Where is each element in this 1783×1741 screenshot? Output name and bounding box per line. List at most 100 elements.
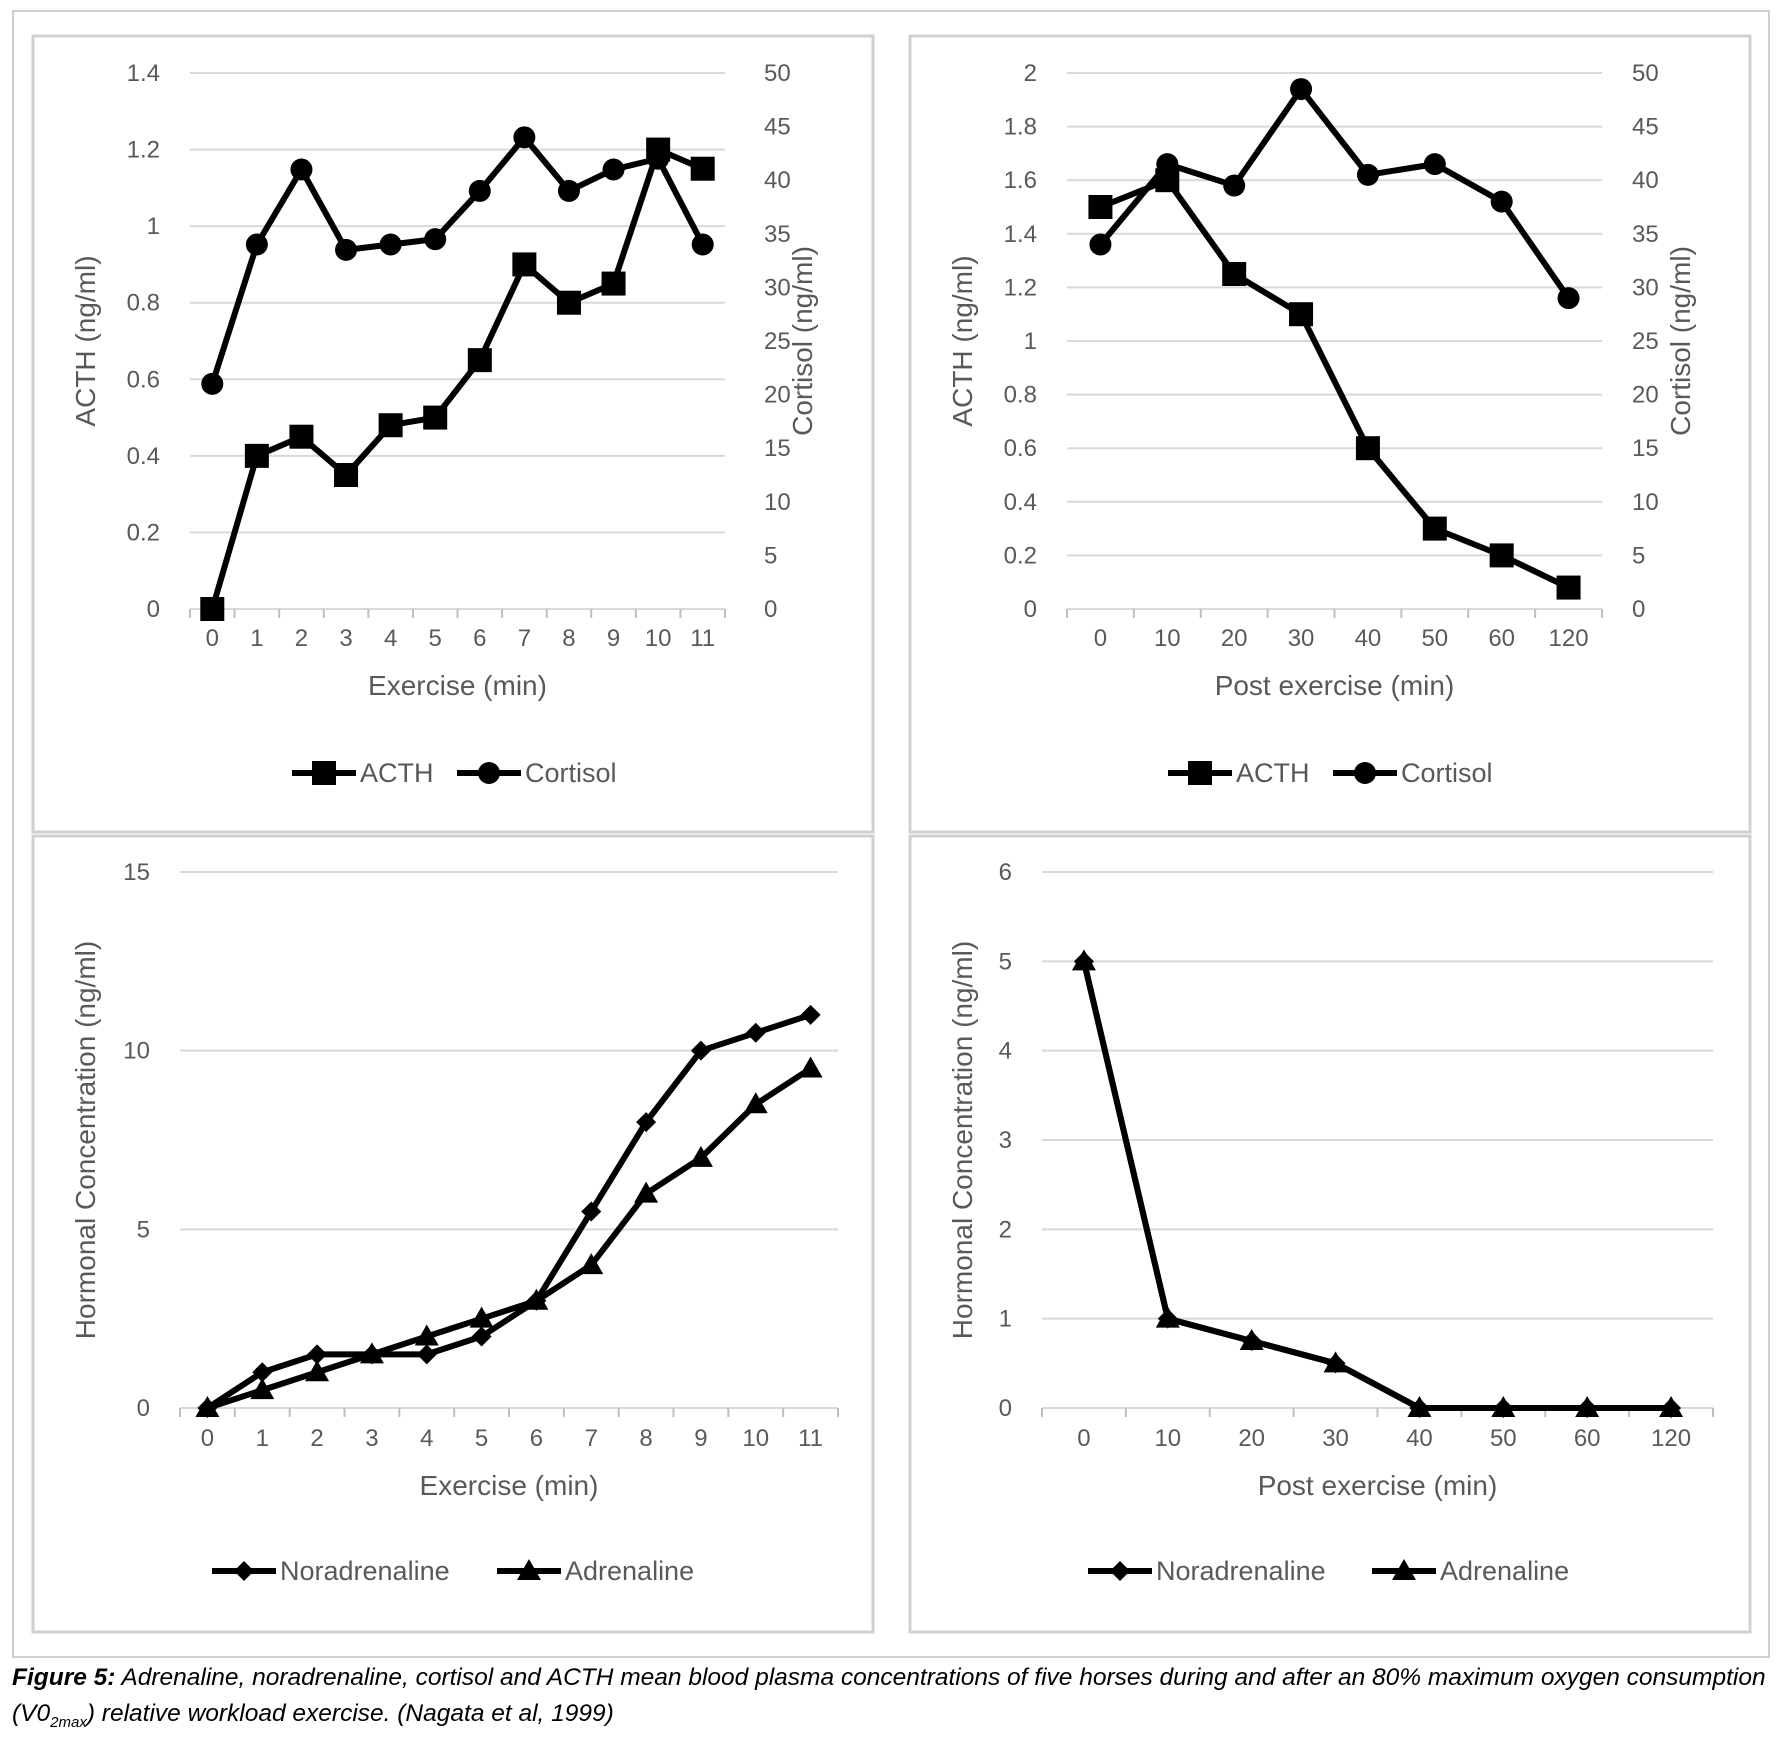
data-point [1557, 287, 1580, 310]
y-tick-label: 5 [999, 948, 1012, 975]
chart-panel-3: 0 5 10 15 0 1 2 3 4 5 6 7 8 9 10 11 Exercise (min) Hormon… [31, 834, 875, 1634]
x-tick-label: 40 [1406, 1425, 1433, 1452]
data-point [1156, 153, 1179, 176]
legend-marker [1188, 761, 1212, 785]
legend-label: ACTH [360, 758, 434, 788]
data-point [1355, 436, 1380, 461]
y-tick-label: 1.4 [1004, 221, 1037, 248]
data-point [743, 1092, 768, 1114]
y-tick-label: 0.8 [1004, 382, 1037, 409]
x-tick-label: 60 [1574, 1425, 1601, 1452]
x-tick-label: 5 [429, 625, 442, 652]
y-tick-label: 1.4 [127, 60, 160, 87]
data-point [688, 1145, 713, 1167]
y-tick-label: 0 [1024, 596, 1037, 623]
y-tick-label: 1.2 [1004, 274, 1037, 301]
y-tick-label: 10 [123, 1038, 150, 1065]
data-point [556, 290, 581, 315]
data-point [800, 1004, 821, 1025]
y2-tick-label: 50 [1632, 60, 1659, 87]
data-point [200, 597, 225, 621]
data-point [1575, 1396, 1600, 1417]
data-point [1423, 153, 1446, 176]
legend-item-cortisol: Cortisol [457, 758, 617, 788]
x-axis-title: Post exercise (min) [1215, 670, 1455, 701]
data-point [250, 1378, 275, 1400]
caption-text-part1: Adrenaline, noradrenaline, cortisol and … [12, 1664, 1766, 1727]
y2-tick-label: 25 [1632, 328, 1659, 355]
legend-marker [517, 1559, 541, 1580]
data-point [524, 1288, 549, 1310]
legend-marker [1392, 1559, 1416, 1580]
y-tick-label: 0.8 [127, 290, 160, 317]
data-point [691, 233, 714, 256]
series-adrenaline [195, 1056, 823, 1417]
caption-subscript: 2max [50, 1713, 87, 1731]
legend-item-adrenaline: Adrenaline [1372, 1556, 1569, 1586]
x-tick-label: 6 [530, 1425, 543, 1452]
y-tick-label: 1 [999, 1306, 1012, 1333]
y2-tick-label: 40 [764, 167, 791, 194]
y2-tick-label: 0 [764, 596, 777, 623]
x-axis-title: Exercise (min) [420, 1470, 599, 1501]
data-point [513, 126, 536, 149]
y2-tick-label: 15 [764, 435, 791, 462]
series-line [1097, 86, 1572, 302]
data-point [579, 1253, 604, 1275]
data-point [1489, 543, 1514, 568]
y-axis-title: Hormonal Concentration (ng/ml) [947, 941, 978, 1339]
y2-tick-label: 10 [764, 489, 791, 516]
y-tick-label: 0.6 [1004, 435, 1037, 462]
x-tick-label: 4 [420, 1425, 433, 1452]
data-point [307, 1344, 328, 1365]
y-axis-title: ACTH (ng/ml) [70, 255, 101, 426]
legend-marker [1110, 1561, 1130, 1581]
data-point [305, 1360, 330, 1382]
legend-label: Noradrenaline [280, 1556, 450, 1586]
legend-marker [478, 762, 500, 784]
y-tick-label: 0.2 [127, 519, 160, 546]
legend-item-adrenaline: Adrenaline [497, 1556, 694, 1586]
x-tick-label: 9 [694, 1425, 707, 1452]
chart-panel-border [908, 34, 1752, 834]
series-acth [1088, 168, 1581, 600]
data-point [201, 372, 224, 395]
x-tick-label: 3 [365, 1425, 378, 1452]
series-acth [200, 137, 715, 621]
y2-tick-label: 45 [764, 114, 791, 141]
figure-frame [12, 10, 1770, 1658]
data-point [289, 424, 314, 449]
x-tick-label: 0 [1094, 625, 1107, 652]
data-point [690, 156, 715, 181]
y-tick-label: 0.4 [1004, 489, 1037, 516]
series-line [204, 1011, 814, 1411]
x-tick-label: 120 [1651, 1425, 1691, 1452]
data-point [252, 1362, 273, 1383]
data-point [1407, 1396, 1432, 1417]
y2-tick-label: 20 [764, 382, 791, 409]
data-point [378, 413, 403, 438]
y2-tick-label: 0 [1632, 596, 1645, 623]
data-point [1556, 575, 1581, 600]
legend-item-noradrenaline: Noradrenaline [212, 1556, 450, 1586]
y2-tick-label: 5 [1632, 542, 1645, 569]
y2-axis-title: Cortisol (ng/ml) [1665, 246, 1696, 436]
x-tick-label: 10 [1154, 1425, 1181, 1452]
x-tick-label: 2 [310, 1425, 323, 1452]
data-point [334, 463, 359, 487]
y2-tick-label: 45 [1632, 114, 1659, 141]
data-point [467, 348, 492, 373]
x-tick-label: 50 [1490, 1425, 1517, 1452]
y-tick-label: 0.2 [1004, 542, 1037, 569]
data-point [1491, 1396, 1516, 1417]
data-point [245, 233, 268, 256]
data-point [1089, 233, 1112, 256]
data-point [1422, 516, 1447, 541]
y-axis-title: Hormonal Concentration (ng/ml) [70, 941, 101, 1339]
data-point [1290, 78, 1313, 101]
data-point [745, 1022, 766, 1043]
x-tick-label: 11 [690, 625, 715, 652]
y2-axis-title: Cortisol (ng/ml) [787, 246, 818, 436]
y-tick-label: 1.8 [1004, 114, 1037, 141]
